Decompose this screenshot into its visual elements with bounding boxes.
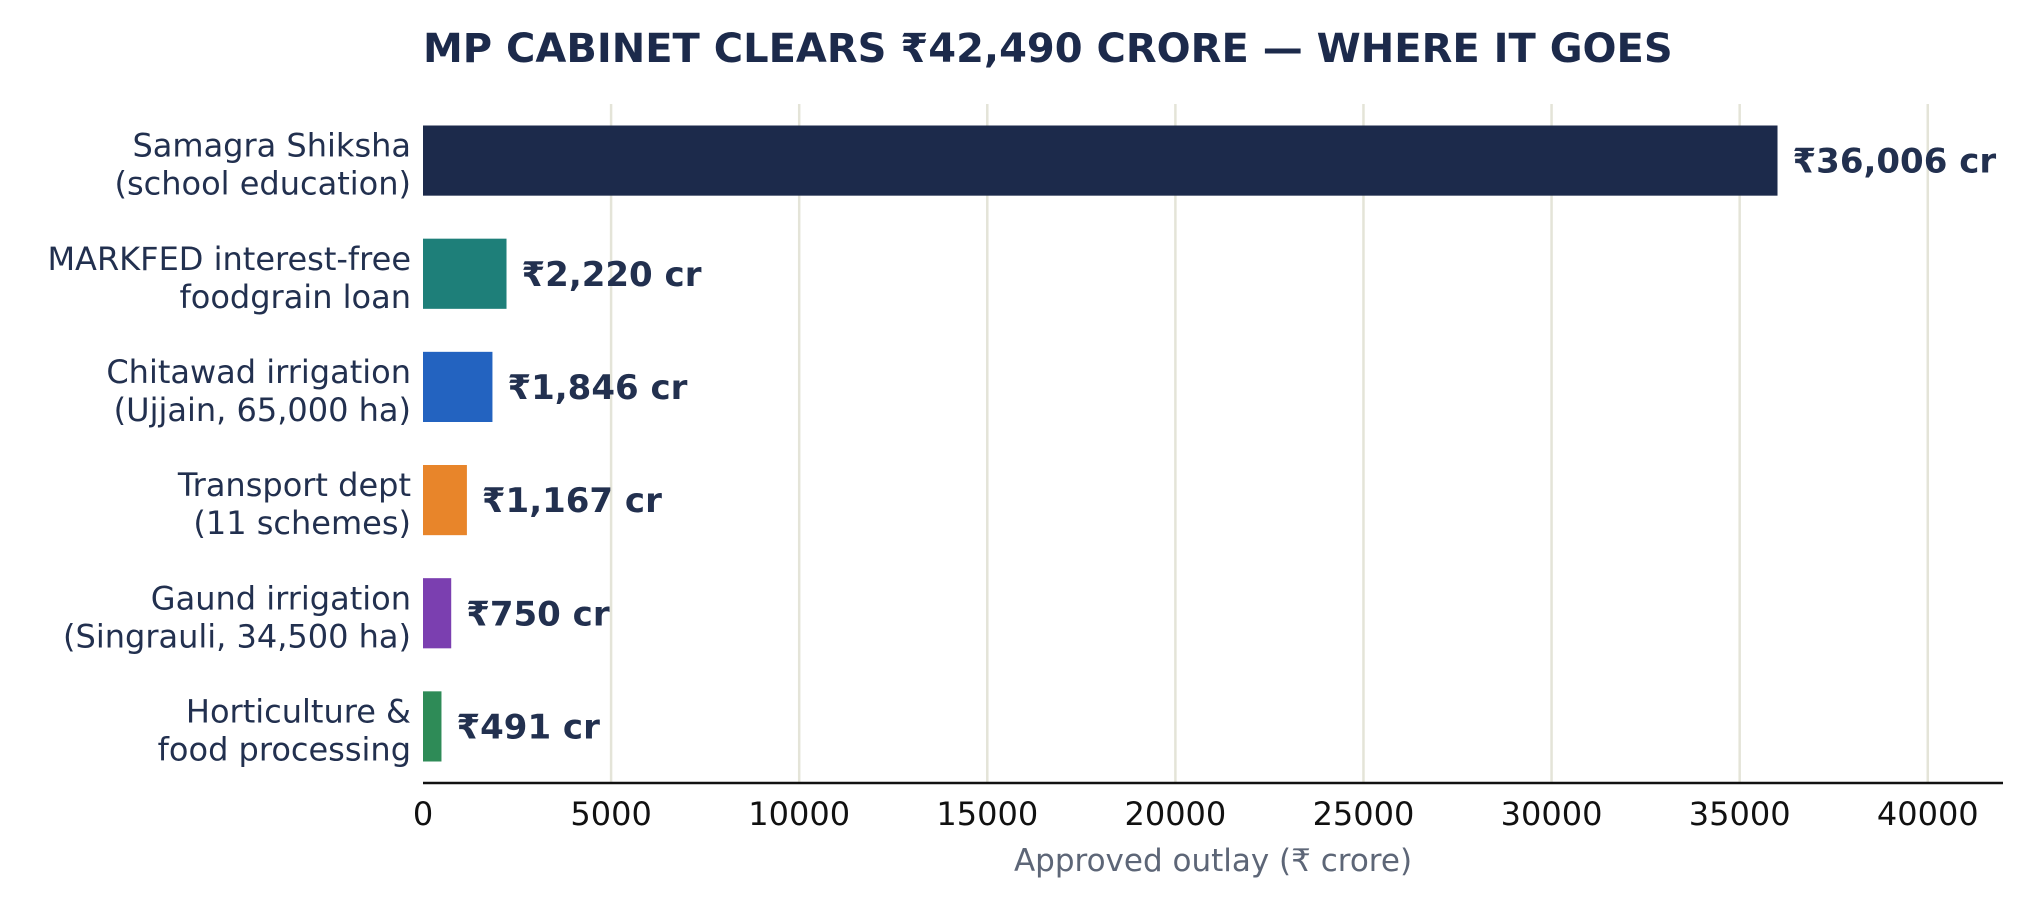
bar bbox=[423, 691, 442, 762]
bars bbox=[423, 125, 1778, 762]
category-label-line: Transport dept bbox=[177, 466, 411, 504]
bar bbox=[423, 465, 467, 536]
category-label-line: food processing bbox=[158, 730, 411, 768]
category-label: Samagra Shiksha (school education) bbox=[114, 127, 411, 203]
x-axis-title: Approved outlay (₹ crore) bbox=[1014, 843, 1412, 879]
gridlines bbox=[609, 104, 1930, 783]
x-tick-label: 35000 bbox=[1689, 795, 1791, 833]
chart-title: MP CABINET CLEARS ₹42,490 CRORE — WHERE … bbox=[423, 26, 1673, 72]
value-label: ₹36,006 cr bbox=[1793, 142, 1997, 182]
bar bbox=[423, 351, 493, 422]
x-tick-label: 5000 bbox=[570, 795, 651, 833]
value-labels: ₹36,006 cr ₹2,220 cr ₹1,846 cr ₹1,167 cr ₹75… bbox=[456, 142, 1996, 748]
category-label: Horticulture & food processing bbox=[158, 692, 411, 768]
category-label-line: Gaund irrigation bbox=[151, 579, 411, 617]
value-label: ₹2,220 cr bbox=[522, 255, 702, 295]
category-label-line: Horticulture & bbox=[186, 692, 411, 730]
x-tick-label: 10000 bbox=[748, 795, 850, 833]
category-label-line: MARKFED interest-free bbox=[47, 240, 411, 278]
bar bbox=[423, 238, 507, 309]
bar bbox=[423, 125, 1778, 196]
x-tick-label: 15000 bbox=[936, 795, 1038, 833]
bar bbox=[423, 578, 452, 649]
x-tick-label: 20000 bbox=[1124, 795, 1226, 833]
category-labels: Samagra Shiksha (school education) MARKFED… bbox=[47, 127, 411, 769]
x-tick-label: 25000 bbox=[1313, 795, 1415, 833]
x-tick-label: 0 bbox=[413, 795, 433, 833]
value-label: ₹750 cr bbox=[466, 594, 610, 634]
value-label: ₹491 cr bbox=[456, 707, 600, 747]
category-label: Transport dept (11 schemes) bbox=[177, 466, 411, 542]
category-label-line: Samagra Shiksha bbox=[132, 127, 411, 165]
category-label-line: Chitawad irrigation bbox=[106, 353, 411, 391]
category-label: Chitawad irrigation (Ujjain, 65,000 ha) bbox=[106, 353, 411, 429]
category-label-line: (Singrauli, 34,500 ha) bbox=[63, 617, 411, 655]
category-label-line: (school education) bbox=[114, 165, 411, 203]
x-tick-label: 40000 bbox=[1877, 795, 1979, 833]
value-label: ₹1,846 cr bbox=[507, 368, 687, 408]
category-label: MARKFED interest-free foodgrain loan bbox=[47, 240, 411, 316]
category-label-line: (11 schemes) bbox=[193, 504, 411, 542]
category-label-line: (Ujjain, 65,000 ha) bbox=[114, 391, 411, 429]
x-tick-label: 30000 bbox=[1501, 795, 1603, 833]
x-tick-labels: 0 5000 10000 15000 20000 25000 30000 35000 40000 bbox=[413, 795, 1979, 833]
category-label: Gaund irrigation (Singrauli, 34,500 ha) bbox=[63, 579, 411, 655]
value-label: ₹1,167 cr bbox=[482, 481, 662, 521]
category-label-line: foodgrain loan bbox=[179, 278, 411, 316]
